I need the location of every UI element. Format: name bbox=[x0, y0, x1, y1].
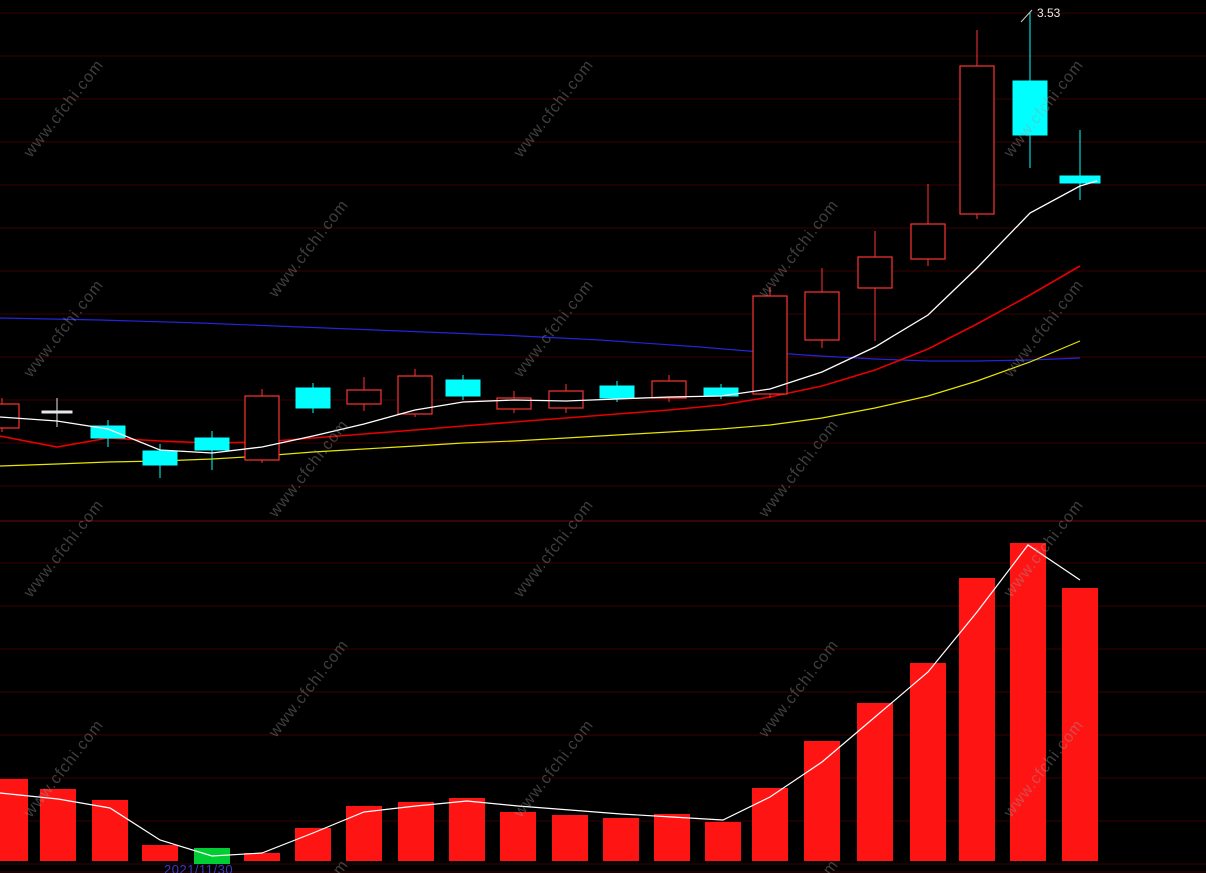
candle-body-down bbox=[90, 425, 126, 439]
candle bbox=[142, 444, 178, 478]
candle bbox=[41, 398, 73, 427]
ma-line-white bbox=[0, 180, 1098, 454]
date-axis-label: 2021/11/30 bbox=[164, 862, 234, 873]
high-price-label: 3.53 bbox=[1037, 6, 1061, 20]
ma-line-red bbox=[0, 265, 1081, 448]
candle-body-down bbox=[445, 379, 481, 397]
candle-body-down bbox=[194, 437, 230, 451]
candle-body-up bbox=[857, 256, 893, 289]
volume-bar bbox=[92, 800, 128, 861]
candle-body-down bbox=[142, 450, 178, 466]
candle-body-down bbox=[1012, 80, 1048, 136]
price-ma-lines bbox=[0, 265, 1081, 467]
candle bbox=[0, 398, 20, 432]
candle bbox=[752, 287, 788, 398]
volume-bar bbox=[654, 814, 690, 861]
candle bbox=[857, 231, 893, 341]
candle bbox=[194, 431, 230, 470]
candle bbox=[445, 375, 481, 400]
volume-bar bbox=[1010, 543, 1046, 861]
volume-bar bbox=[705, 822, 741, 861]
candle bbox=[346, 377, 382, 411]
volume-bar bbox=[1062, 588, 1098, 861]
candle-body-down bbox=[41, 410, 73, 414]
volume-bar bbox=[500, 812, 536, 861]
candle bbox=[804, 268, 840, 348]
candle bbox=[496, 391, 532, 413]
volume-bar bbox=[0, 779, 28, 861]
candle-body-up bbox=[0, 403, 20, 429]
volume-bar bbox=[142, 845, 178, 861]
candle bbox=[295, 383, 331, 413]
ma-line-yellow bbox=[0, 340, 1081, 467]
high-marker-tick bbox=[1020, 9, 1033, 23]
candles bbox=[0, 12, 1101, 478]
volume-bar bbox=[804, 741, 840, 861]
candle bbox=[548, 384, 584, 413]
candle-body-up bbox=[244, 395, 280, 461]
volume-bar bbox=[910, 663, 946, 861]
volume-bar bbox=[398, 802, 434, 861]
volume-bar bbox=[449, 798, 485, 861]
volume-bar bbox=[244, 853, 280, 861]
volume-bar bbox=[40, 789, 76, 861]
candle-body-up bbox=[346, 389, 382, 405]
volume-bar bbox=[552, 815, 588, 861]
volume-bar bbox=[959, 578, 995, 861]
volume-bars bbox=[0, 543, 1098, 864]
candle bbox=[910, 184, 946, 266]
candle-body-down bbox=[599, 385, 635, 399]
volume-bar bbox=[603, 818, 639, 861]
candle-body-down bbox=[295, 387, 331, 409]
candle bbox=[959, 30, 995, 219]
candle bbox=[1059, 130, 1101, 200]
volume-bar bbox=[752, 788, 788, 861]
candle bbox=[1012, 12, 1048, 168]
candle-body-down bbox=[1059, 175, 1101, 184]
candle-body-up bbox=[496, 397, 532, 410]
candle-body-up bbox=[752, 295, 788, 395]
volume-ma-line bbox=[0, 544, 1081, 857]
candle-body-up bbox=[959, 65, 995, 215]
ma-line-blue bbox=[0, 317, 1081, 362]
candle-body-up bbox=[651, 380, 687, 399]
candle bbox=[244, 389, 280, 463]
candle-body-up bbox=[804, 291, 840, 341]
candle-body-up bbox=[548, 390, 584, 409]
candle bbox=[90, 420, 126, 447]
candle-body-up bbox=[910, 223, 946, 260]
volume-bar bbox=[346, 806, 382, 861]
volume-bar bbox=[857, 703, 893, 861]
